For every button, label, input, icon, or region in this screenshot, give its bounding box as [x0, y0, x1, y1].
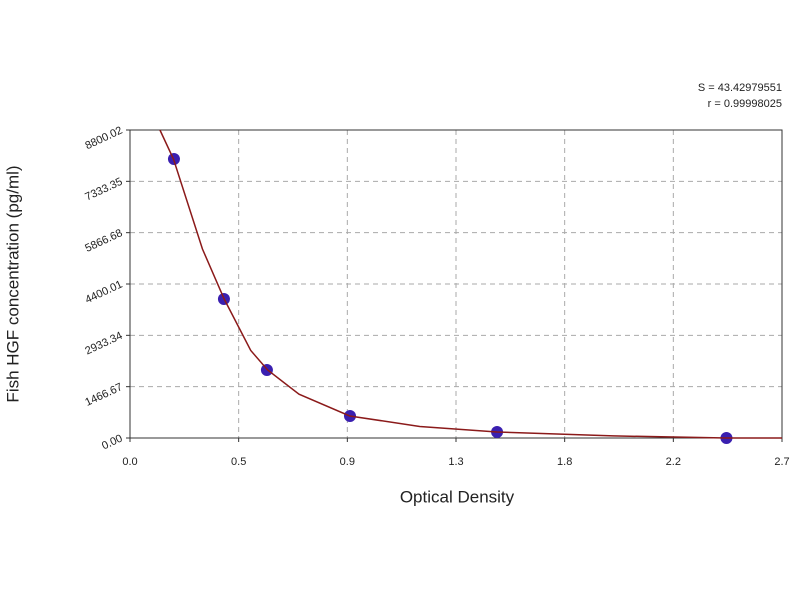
y-axis-title: Fish HGF concentration (pg/ml): [3, 165, 22, 402]
x-tick-label: 1.3: [448, 456, 463, 468]
plot-frame: [129, 129, 783, 439]
fit-curve: [159, 129, 782, 439]
annotation: r = 0.99998025: [708, 98, 782, 110]
x-tick-label: 2.2: [666, 456, 681, 468]
x-tick-label: 0.5: [231, 456, 246, 468]
x-tick-label: 0.9: [340, 456, 355, 468]
x-axis-title: Optical Density: [400, 487, 515, 506]
annotation: S = 43.42979551: [698, 82, 782, 94]
x-tick-label: 0.0: [122, 456, 137, 468]
x-tick-label: 1.8: [557, 456, 572, 468]
x-tick-label: 2.7: [774, 456, 789, 468]
